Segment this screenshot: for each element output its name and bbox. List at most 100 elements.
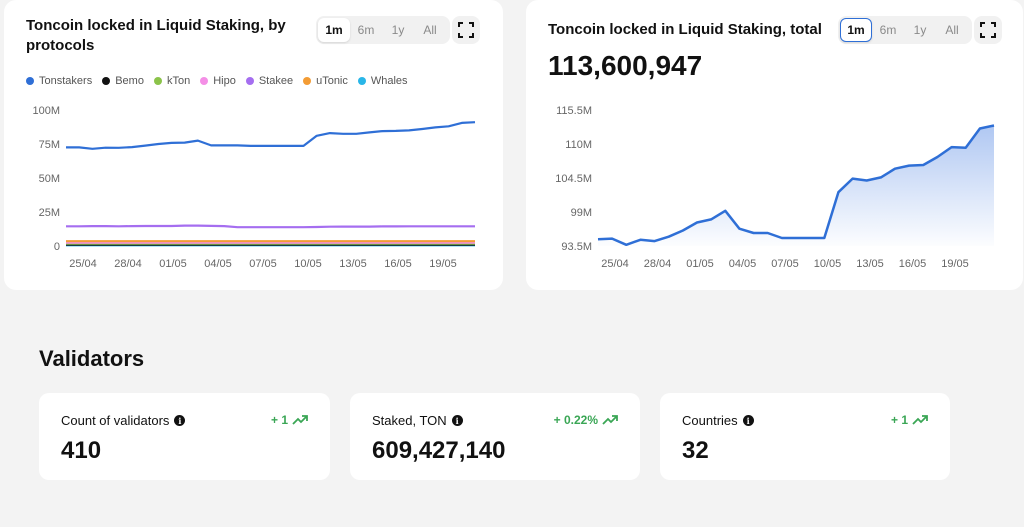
y-tick-label: 93.5M: [561, 241, 592, 253]
protocols-line-chart: 0 25M 50M 75M 100M 25/04 28/04 01/05 04/05 07/05 1…: [32, 105, 476, 270]
legend-label: kTon: [166, 75, 191, 87]
stat-delta-text: + 1: [270, 413, 288, 427]
x-tick-label: 25/04: [601, 258, 629, 270]
series-line-total: [597, 124, 995, 247]
stat-label: Count of validators: [61, 413, 170, 428]
series-line-tonstakers: [66, 121, 476, 150]
legend-label: Stakee: [258, 75, 294, 87]
legend-label: Bemo: [115, 75, 144, 87]
protocols-range-all[interactable]: All: [423, 23, 437, 37]
info-icon[interactable]: i: [174, 415, 186, 426]
x-tick-label: 07/05: [771, 258, 799, 270]
y-tick-label: 110M: [565, 139, 592, 151]
area-fill: [598, 125, 994, 246]
x-tick-label: 16/05: [384, 258, 412, 270]
stat-label-wrap: Staked, TON i: [372, 413, 463, 428]
info-icon[interactable]: i: [451, 415, 463, 426]
stat-label-wrap: Countries i: [682, 413, 754, 428]
x-tick-label: 01/05: [159, 258, 187, 270]
validators-heading: Validators: [39, 346, 145, 371]
legend-dot: [153, 77, 162, 85]
y-tick-label: 104.5M: [555, 173, 592, 185]
protocols-chart-card: Toncoin locked in Liquid Staking, by pro…: [4, 0, 503, 290]
total-chart-card: Toncoin locked in Liquid Staking, total …: [526, 0, 1023, 290]
stat-value: 32: [682, 437, 709, 464]
legend-label: Hipo: [213, 75, 236, 87]
legend-dot: [303, 77, 312, 85]
x-tick-label: 04/05: [729, 258, 757, 270]
legend-dot: [200, 77, 209, 85]
total-range-6m[interactable]: 6m: [879, 23, 897, 37]
y-tick-label: 99M: [571, 207, 592, 219]
legend-dot: [102, 77, 111, 85]
y-tick-label: 0: [54, 241, 60, 253]
x-tick-label: 28/04: [114, 258, 142, 270]
y-tick-label: 50M: [39, 173, 60, 185]
x-tick-label: 10/05: [294, 258, 322, 270]
x-tick-label: 04/05: [204, 258, 232, 270]
legend-dot: [245, 77, 254, 85]
protocols-range-1m[interactable]: 1m: [318, 18, 350, 42]
legend-label: uTonic: [316, 75, 348, 87]
total-range-all[interactable]: All: [945, 23, 959, 37]
protocols-range-6m[interactable]: 6m: [357, 23, 375, 37]
legend-item-kton[interactable]: kTon: [153, 75, 191, 87]
stat-delta-text: + 0.22%: [553, 413, 598, 427]
y-tick-label: 100M: [32, 105, 60, 117]
legend-label: Whales: [370, 75, 408, 87]
legend-item-hipo[interactable]: Hipo: [200, 75, 236, 87]
protocols-chart-title: Toncoin locked in Liquid Staking, by pro…: [26, 17, 286, 54]
x-tick-label: 10/05: [814, 258, 842, 270]
trend-up-icon: [292, 415, 308, 425]
x-tick-label: 25/04: [69, 258, 97, 270]
legend-dot: [26, 77, 34, 85]
y-tick-label: 115.5M: [556, 105, 592, 117]
stat-delta-text: + 1: [890, 413, 908, 427]
x-tick-label: 16/05: [899, 258, 927, 270]
stat-label-wrap: Count of validators i: [61, 413, 186, 428]
stat-card-validators: Count of validators i + 1 410: [39, 393, 330, 480]
stat-card-countries: Countries i + 1 32: [660, 393, 950, 480]
total-locked-value: 113,600,947: [548, 50, 703, 81]
x-tick-label: 19/05: [429, 258, 457, 270]
stat-card-staked: Staked, TON i + 0.22% 609,427,140: [350, 393, 640, 480]
stat-label: Staked, TON: [372, 413, 447, 428]
legend-item-stakee[interactable]: Stakee: [245, 75, 294, 87]
legend-item-tonstakers[interactable]: Tonstakers: [26, 75, 92, 87]
stat-value: 609,427,140: [372, 437, 506, 464]
legend-item-bemo[interactable]: Bemo: [102, 75, 144, 87]
protocols-fullscreen-button[interactable]: [452, 16, 480, 44]
trend-up-icon: [602, 415, 618, 425]
legend-dot: [357, 77, 366, 85]
stat-value: 410: [61, 437, 102, 464]
y-tick-label: 25M: [39, 207, 60, 219]
total-chart-title: Toncoin locked in Liquid Staking, total: [548, 21, 822, 38]
y-tick-label: 75M: [39, 139, 60, 151]
x-tick-label: 01/05: [686, 258, 714, 270]
stat-delta: + 0.22%: [554, 413, 618, 427]
fullscreen-icon: [458, 22, 474, 38]
protocols-range-1y[interactable]: 1y: [391, 23, 405, 37]
x-tick-label: 13/05: [856, 258, 884, 270]
series-line-stakee: [66, 224, 475, 229]
x-tick-label: 28/04: [644, 258, 672, 270]
total-range-selector: 1m 6m 1y All: [838, 16, 972, 44]
protocols-range-selector: 1m 6m 1y All: [316, 16, 450, 44]
legend-item-whales[interactable]: Whales: [357, 75, 408, 87]
total-fullscreen-button[interactable]: [974, 16, 1002, 44]
stat-label: Countries: [682, 413, 738, 428]
x-tick-label: 13/05: [339, 258, 367, 270]
x-tick-label: 07/05: [249, 258, 277, 270]
total-range-1y[interactable]: 1y: [913, 23, 927, 37]
fullscreen-icon: [980, 22, 996, 38]
info-icon[interactable]: i: [742, 415, 754, 426]
total-area-chart: 93.5M 99M 104.5M 110M 115.5M 25/04 28/04 01/05 0…: [555, 105, 995, 270]
trend-up-icon: [912, 415, 928, 425]
stat-delta: + 1: [891, 413, 928, 427]
total-range-1m[interactable]: 1m: [840, 18, 872, 42]
x-tick-label: 19/05: [941, 258, 969, 270]
legend-item-utonic[interactable]: uTonic: [303, 75, 348, 87]
stat-delta: + 1: [271, 413, 308, 427]
legend-label: Tonstakers: [39, 75, 93, 87]
protocols-legend: Tonstakers Bemo kTon Hipo Stakee uTonic Whales: [26, 75, 408, 87]
